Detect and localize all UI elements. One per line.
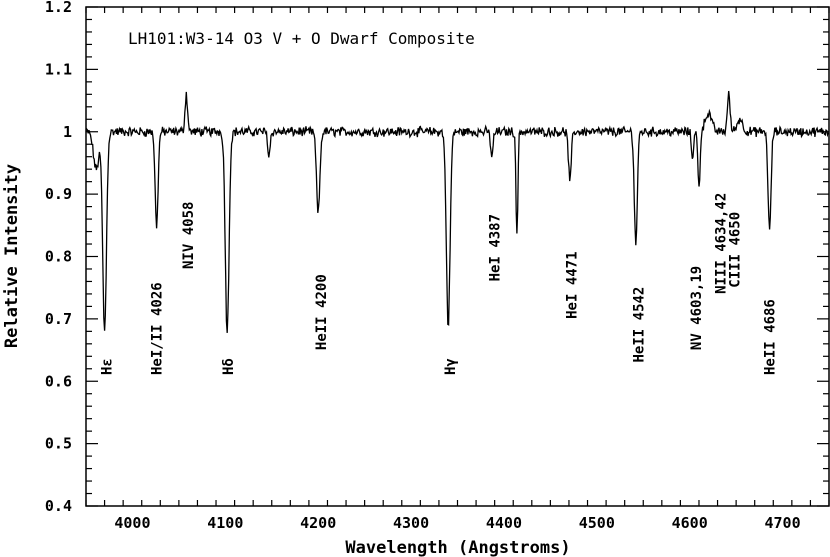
- y-tick-label: 0.6: [45, 372, 72, 390]
- y-tick-label: 1: [63, 123, 72, 141]
- x-tick-label: 4100: [207, 514, 243, 532]
- y-tick-label: 1.2: [45, 0, 72, 16]
- y-axis-title: Relative Intensity: [2, 164, 22, 348]
- y-tick-label: 0.7: [45, 310, 72, 328]
- line-annotation: Hδ: [221, 358, 237, 375]
- x-tick-label: 4200: [300, 514, 336, 532]
- x-tick-label: 4600: [672, 514, 708, 532]
- y-tick-label: 0.5: [45, 435, 72, 453]
- x-tick-label: 4700: [765, 514, 801, 532]
- x-tick-label: 4400: [486, 514, 522, 532]
- spectrum-line: [85, 90, 829, 333]
- line-annotation: Hγ: [443, 358, 459, 375]
- y-tick-label: 0.8: [45, 248, 72, 266]
- y-tick-label: 1.1: [45, 60, 72, 78]
- chart-title: LH101:W3-14 O3 V + O Dwarf Composite: [128, 29, 475, 48]
- line-annotation: HeI/II 4026: [150, 282, 166, 375]
- line-annotation: HeI 4387: [488, 214, 504, 281]
- y-tick-label: 0.4: [45, 497, 72, 515]
- line-annotation: HeII 4200: [314, 274, 330, 350]
- line-annotation: HeII 4542: [632, 287, 648, 363]
- y-tick-labels: 0.4 0.5 0.6 0.7 0.8 0.9 1 1.1 1.2: [45, 0, 72, 515]
- line-annotation: CIII 4650: [727, 212, 743, 288]
- y-tick-label: 0.9: [45, 185, 72, 203]
- line-annotation: NV 4603,19: [689, 266, 705, 350]
- line-annotation: Hε: [99, 358, 115, 375]
- line-annotation: HeII 4686: [763, 299, 779, 375]
- x-tick-label: 4300: [393, 514, 429, 532]
- line-annotations: Hε HeI/II 4026 NIV 4058 Hδ HeII 4200 Hγ HeI 43…: [99, 193, 778, 375]
- x-axis-title: Wavelength (Angstroms): [345, 538, 570, 557]
- x-tick-labels: 4000 4100 4200 4300 4400 4500 4600 4700: [114, 514, 800, 532]
- x-tick-label: 4000: [114, 514, 150, 532]
- line-annotation: NIII 4634,42: [713, 193, 729, 294]
- x-tick-label: 4500: [579, 514, 615, 532]
- line-annotation: HeI 4471: [565, 251, 581, 318]
- line-annotation: NIV 4058: [181, 202, 197, 269]
